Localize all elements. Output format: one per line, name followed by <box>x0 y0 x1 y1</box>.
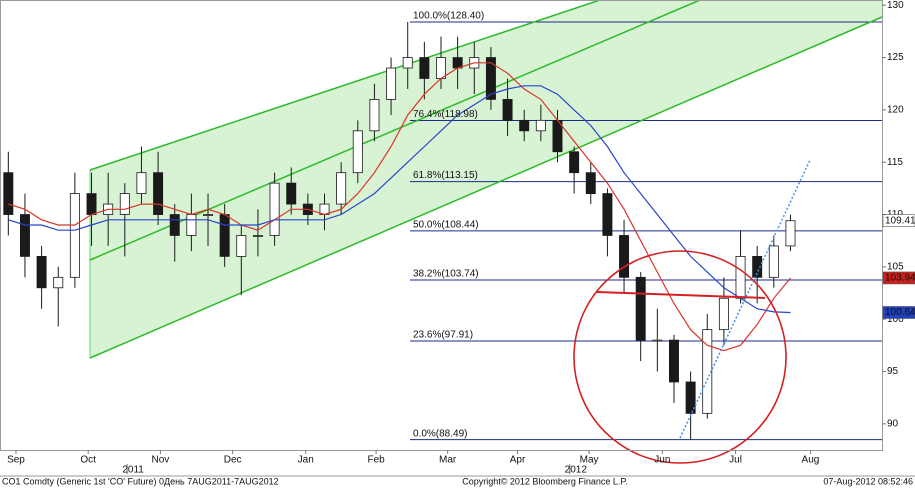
last-value-box <box>882 306 915 319</box>
candle-body <box>419 57 430 79</box>
candle-body <box>352 130 363 174</box>
last-value-label: 109.41 <box>885 215 915 226</box>
fib-label: 61.8%(113.15) <box>413 170 478 181</box>
candle-body <box>519 119 530 132</box>
marks-layer <box>3 21 796 440</box>
candle-body <box>286 182 297 205</box>
candle-body <box>635 276 646 341</box>
candle-body <box>619 235 630 278</box>
fib-label: 0.0%(88.49) <box>413 428 467 439</box>
candle-body <box>485 57 496 100</box>
channel-bottom <box>89 16 883 359</box>
channel-fill <box>90 0 882 358</box>
candle-body <box>436 57 446 79</box>
y-tick-label: 115 <box>887 157 903 168</box>
moving-average <box>8 85 791 314</box>
candle-body <box>269 182 280 236</box>
candle-body <box>3 172 14 215</box>
x-tick-label: Nov <box>152 455 170 466</box>
candle-body <box>203 214 213 216</box>
last-value-label: 100.64 <box>885 307 915 318</box>
y-tick-label: 105 <box>887 262 904 273</box>
y-tick-label: 95 <box>887 366 899 377</box>
candle-body <box>502 99 513 121</box>
footer-center: Copyright© 2012 Bloomberg Finance L.P. <box>462 476 628 486</box>
fib-label: 23.6%(97.91) <box>413 330 473 341</box>
candle-body <box>535 119 546 132</box>
footer-right: 07-Aug-2012 08:52:46 <box>823 476 913 486</box>
highlight-circle <box>573 250 787 464</box>
candle-body <box>19 214 30 257</box>
candle-body <box>153 172 164 215</box>
candle-body <box>219 214 230 257</box>
candle-body <box>569 151 580 174</box>
candle-body <box>768 245 779 278</box>
x-tick-label: May <box>580 455 599 466</box>
x-tick-label: Apr <box>510 455 526 466</box>
candle-body <box>169 214 180 236</box>
candle-body <box>585 172 596 195</box>
candle-body <box>752 255 763 278</box>
candle-body <box>735 255 746 299</box>
candle-body <box>669 339 679 383</box>
last-value-box <box>882 214 915 228</box>
trend-line <box>679 159 811 439</box>
candle-body <box>685 381 696 414</box>
candle-body <box>785 220 796 247</box>
y-tick-label: 125 <box>887 52 904 63</box>
candle-body <box>402 57 413 69</box>
x-tick-label: Jan <box>298 455 314 466</box>
last-value-label: 103.94 <box>885 273 915 284</box>
x-tick-label: Feb <box>367 455 385 466</box>
candle-body <box>369 99 380 132</box>
x-tick-label: Sep <box>7 455 25 466</box>
candle-body <box>602 193 613 236</box>
candle-body <box>336 172 347 205</box>
x-tick-label: Jul <box>729 455 742 466</box>
candle-body <box>86 193 97 215</box>
fib-label: 38.2%(103.74) <box>413 269 479 280</box>
year-label: 2012 <box>565 465 588 476</box>
candle-body <box>69 193 80 278</box>
candle-body <box>119 193 130 215</box>
y-tick-label: 130 <box>887 0 904 11</box>
x-tick-label: Aug <box>802 455 820 466</box>
plot-frame <box>0 0 883 451</box>
plot-layer <box>410 21 882 441</box>
fib-label: 100.0%(128.40) <box>413 11 484 22</box>
y-tick-label: 100 <box>887 314 904 325</box>
moving-average <box>8 62 791 352</box>
candle-body <box>186 214 197 236</box>
candle-body <box>36 255 47 289</box>
channel-top <box>89 0 601 171</box>
last-value-box <box>882 271 915 285</box>
candle-body <box>236 235 247 257</box>
y-tick-label: 120 <box>887 105 904 116</box>
year-label: 2011 <box>122 465 144 476</box>
candle-body <box>652 339 663 342</box>
footer-left: CO1 Comdty (Generic 1st 'CO' Future) 0Де… <box>2 476 279 486</box>
neckline <box>596 291 766 299</box>
x-tick-label: Dec <box>224 455 242 466</box>
y-tick-label: 90 <box>887 418 899 429</box>
x-tick-label: Oct <box>80 455 96 466</box>
candle-body <box>53 276 64 289</box>
candle-body <box>386 67 397 100</box>
candle-body <box>252 235 263 237</box>
fib-label: 50.0%(108.44) <box>413 220 479 231</box>
fib-label: 76.4%(118.98) <box>413 109 478 120</box>
candle-body <box>718 297 729 331</box>
candle-body <box>136 172 147 195</box>
x-tick-label: Mar <box>439 455 457 466</box>
x-tick-label: Jun <box>654 455 670 466</box>
